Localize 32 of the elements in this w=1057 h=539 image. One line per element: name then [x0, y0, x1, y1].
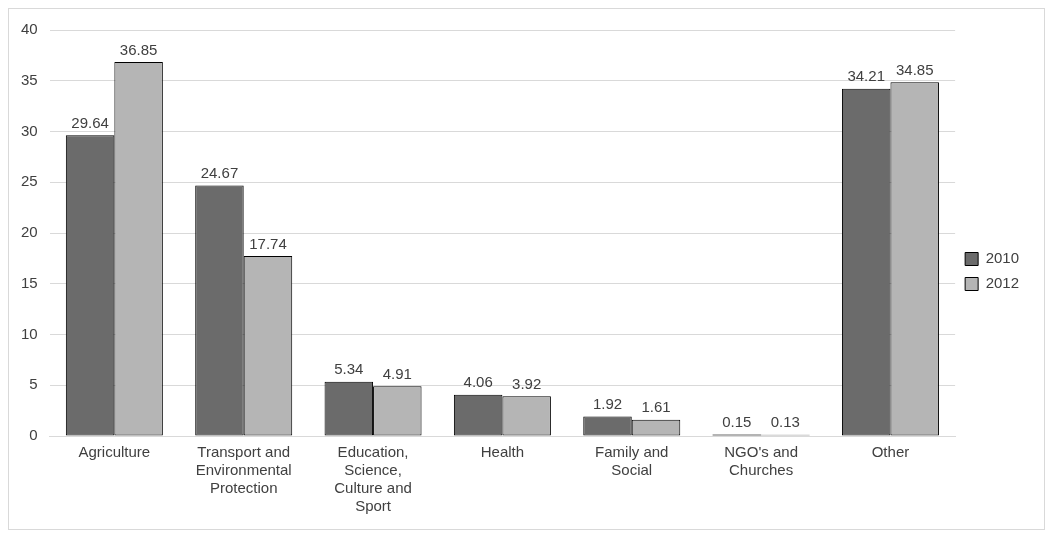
- y-tick-label: 5: [29, 375, 38, 393]
- y-tick-label: 15: [21, 273, 38, 291]
- data-label: 5.34: [334, 360, 364, 378]
- y-tick-label: 30: [21, 121, 38, 139]
- y-tick-label: 25: [21, 172, 38, 190]
- y-tick-label: 35: [21, 70, 38, 88]
- y-tick-label: 40: [21, 20, 38, 38]
- x-tick-label: Agriculture: [78, 443, 151, 461]
- y-tick-label: 10: [21, 324, 38, 342]
- data-label: 24.67: [200, 164, 239, 182]
- data-label: 1.61: [641, 398, 671, 416]
- x-tick-label: Education, Science, Culture and Sport: [334, 443, 412, 515]
- y-tick-label: 0: [29, 426, 38, 444]
- data-label: 3.92: [512, 374, 542, 392]
- data-label: 1.92: [592, 395, 623, 413]
- data-label: 4.06: [463, 373, 493, 391]
- legend-label: 2012: [985, 274, 1020, 292]
- data-label: 17.74: [249, 234, 287, 252]
- y-tick-label: 20: [21, 223, 38, 241]
- data-label: 36.85: [119, 40, 158, 58]
- data-label: 0.15: [722, 413, 752, 431]
- x-tick-label: Health: [480, 443, 525, 461]
- data-label: 29.64: [71, 113, 109, 131]
- data-label: 0.13: [770, 413, 800, 431]
- x-tick-label: Transport and Environmental Protection: [195, 443, 292, 497]
- data-label: 34.21: [847, 67, 885, 85]
- legend-label: 2010: [985, 249, 1020, 267]
- x-tick-label: NGO's and Churches: [724, 443, 798, 479]
- x-tick-label: Family and Social: [595, 443, 669, 479]
- data-label: 34.85: [895, 60, 934, 78]
- data-label: 4.91: [382, 364, 412, 382]
- x-tick-label: Other: [871, 443, 910, 461]
